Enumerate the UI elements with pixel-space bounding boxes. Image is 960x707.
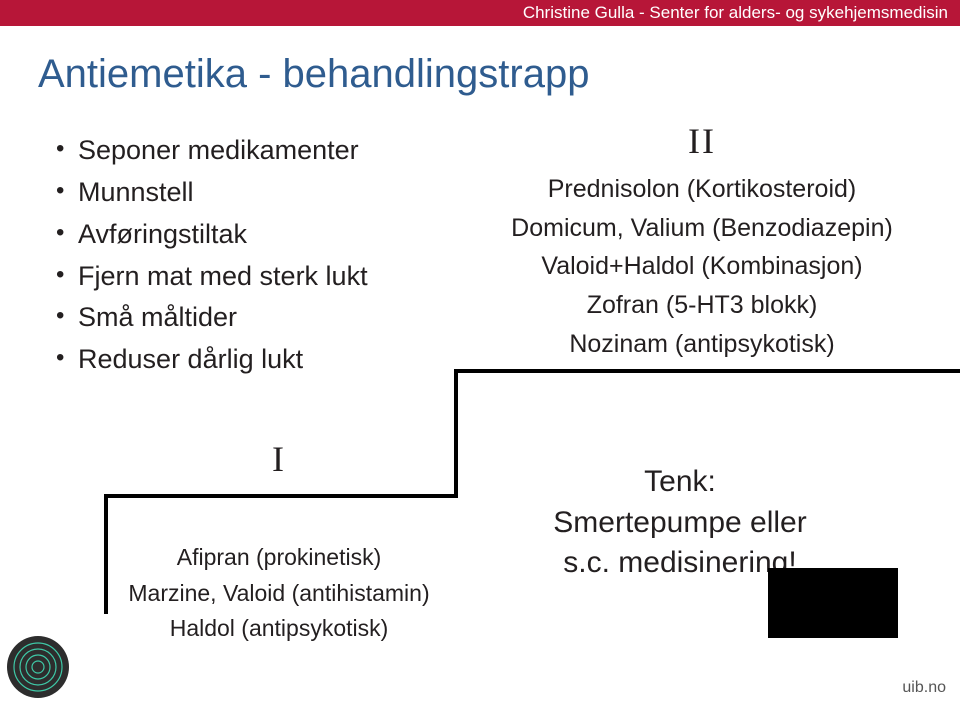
step-2-line: Nozinam (antipsykotisk) — [482, 325, 922, 364]
step-1-line: Haldol (antipsykotisk) — [104, 611, 454, 647]
bullet-item: Munnstell — [56, 172, 436, 214]
bullet-item: Seponer medikamenter — [56, 130, 436, 172]
step-1-roman: I — [104, 438, 454, 480]
redaction-box — [768, 568, 898, 638]
corner-logo-icon — [6, 635, 70, 699]
think-block: Tenk: Smertepumpe eller s.c. medisinerin… — [520, 462, 840, 584]
header-author-text: Christine Gulla - Senter for alders- og … — [523, 3, 948, 22]
step-1-block: I Afipran (prokinetisk) Marzine, Valoid … — [104, 438, 454, 647]
bullet-list: Seponer medikamenter Munnstell Avførings… — [56, 130, 436, 381]
step-1-line: Afipran (prokinetisk) — [104, 540, 454, 576]
stair-top-line — [454, 369, 960, 373]
bullet-item: Fjern mat med sterk lukt — [56, 256, 436, 298]
step-2-roman: II — [482, 114, 922, 170]
step-2-line: Valoid+Haldol (Kombinasjon) — [482, 247, 922, 286]
bullet-item: Reduser dårlig lukt — [56, 339, 436, 381]
step-2-block: II Prednisolon (Kortikosteroid) Domicum,… — [482, 114, 922, 364]
bullet-item: Små måltider — [56, 297, 436, 339]
step-2-line: Prednisolon (Kortikosteroid) — [482, 170, 922, 209]
think-line: Smertepumpe eller — [520, 503, 840, 544]
think-line: Tenk: — [520, 462, 840, 503]
stair-riser-1 — [454, 369, 458, 498]
step-1-line: Marzine, Valoid (antihistamin) — [104, 576, 454, 612]
step-2-line: Domicum, Valium (Benzodiazepin) — [482, 209, 922, 248]
step-2-line: Zofran (5-HT3 blokk) — [482, 286, 922, 325]
slide-title: Antiemetika - behandlingstrapp — [38, 52, 589, 97]
bullet-item: Avføringstiltak — [56, 214, 436, 256]
header-bar: Christine Gulla - Senter for alders- og … — [0, 0, 960, 26]
footer-link: uib.no — [902, 679, 946, 697]
